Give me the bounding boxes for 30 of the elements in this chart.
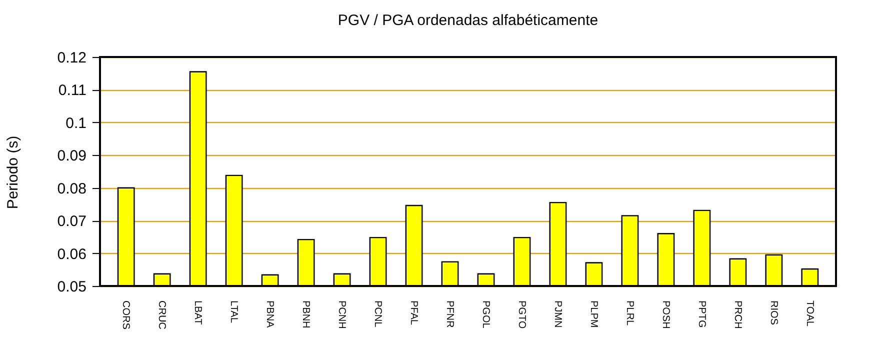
y-tick-label: 0.1 [66, 114, 86, 132]
x-tick-label: PGTO [516, 300, 527, 329]
x-tick-label: PCNL [372, 300, 384, 328]
y-tick-label: 0.09 [57, 148, 86, 165]
x-tick-label: PLRL [624, 300, 635, 326]
y-tick-label: 0.07 [57, 213, 86, 230]
x-tick-label: PFNR [444, 300, 456, 328]
x-tick-label: CORS [120, 300, 132, 330]
chart-title: PGV / PGA ordenadas alfabéticamente [338, 12, 598, 29]
y-tick-label: 0.11 [58, 82, 86, 100]
x-tick-label: PLPM [588, 300, 599, 328]
x-tick-label: PPTG [696, 300, 707, 328]
x-tick-label: PJMN [552, 300, 563, 328]
y-axis-title: Periodo (s) [4, 136, 22, 210]
x-tick-label: PRCH [732, 300, 743, 329]
x-tick-label: PFAL [408, 300, 420, 326]
x-tick-label: PBNH [300, 300, 312, 328]
x-tick-label: PGOL [480, 300, 491, 329]
x-tick-label: PCNH [336, 300, 348, 329]
x-tick-label: PBNA [264, 300, 276, 328]
x-tick-label: TOAL [804, 300, 815, 327]
x-tick-label: POSH [660, 300, 671, 329]
x-tick-label: CRUC [156, 300, 168, 330]
y-tick-label: 0.12 [57, 50, 86, 66]
x-tick-label: RIOS [768, 300, 779, 326]
x-tick-label: LBAT [192, 300, 204, 325]
y-tick-label: 0.06 [57, 246, 86, 263]
y-tick-label: 0.05 [57, 278, 86, 296]
x-tick-label: LTAL [228, 300, 240, 324]
y-tick-label: 0.08 [57, 180, 86, 198]
